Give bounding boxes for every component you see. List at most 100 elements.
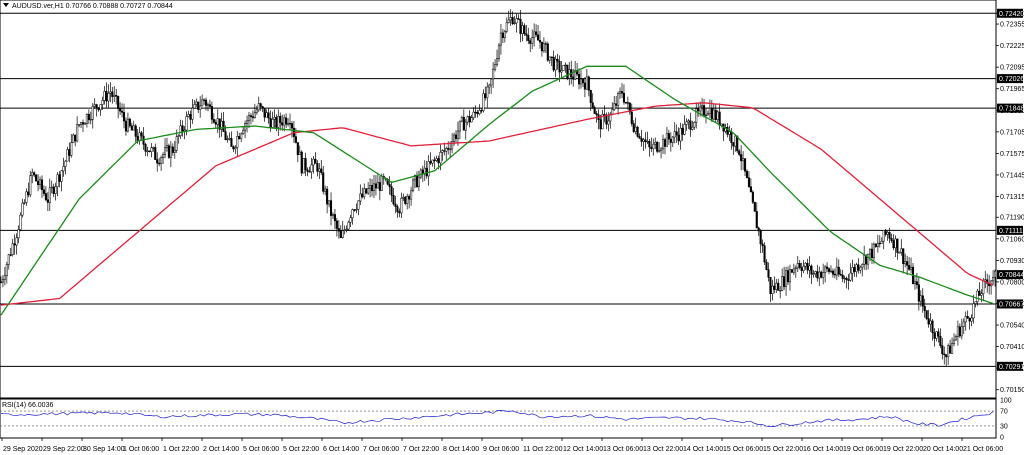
candle-body bbox=[923, 306, 926, 311]
candle-body bbox=[759, 230, 762, 245]
candle-body bbox=[464, 121, 467, 131]
time-tick-label: 6 Oct 14:00 bbox=[323, 446, 359, 453]
candle-body bbox=[884, 230, 887, 235]
candle-body bbox=[107, 93, 110, 102]
candle-body bbox=[445, 148, 448, 152]
candle-body bbox=[470, 117, 473, 123]
price-tick-label: 0.71575 bbox=[1000, 151, 1024, 158]
candle-body bbox=[851, 267, 854, 274]
candle-body bbox=[253, 112, 256, 118]
candle-body bbox=[906, 261, 909, 266]
candle-body bbox=[591, 102, 594, 108]
candle-body bbox=[308, 171, 311, 173]
candle-body bbox=[339, 230, 342, 238]
candle-body bbox=[193, 104, 196, 109]
candle-body bbox=[785, 270, 788, 287]
candle-body bbox=[128, 118, 131, 127]
candle-body bbox=[882, 230, 885, 242]
candle-body bbox=[740, 154, 743, 162]
candle-body bbox=[417, 176, 420, 188]
candle-body bbox=[796, 263, 799, 269]
candle-body bbox=[9, 254, 12, 256]
candle-body bbox=[449, 148, 452, 151]
dropdown-triangle-icon[interactable] bbox=[3, 3, 9, 7]
candle-body bbox=[675, 131, 678, 136]
candle-body bbox=[648, 140, 651, 148]
candle-body bbox=[115, 94, 118, 97]
time-tick-label: 30 Sep 14:00 bbox=[83, 446, 125, 453]
candle-body bbox=[240, 133, 243, 140]
candle-body bbox=[892, 240, 895, 249]
candle-body bbox=[439, 152, 442, 164]
time-tick-label: 1 Oct 06:00 bbox=[123, 446, 159, 453]
price-tick-label: 0.70800 bbox=[1000, 279, 1024, 286]
candle-body bbox=[572, 76, 575, 80]
candle-body bbox=[162, 154, 165, 159]
candle-body bbox=[310, 164, 313, 173]
candle-body bbox=[179, 125, 182, 136]
candle-body bbox=[361, 193, 364, 198]
candle-body bbox=[402, 196, 405, 199]
candle-body bbox=[226, 138, 229, 141]
candle-body bbox=[201, 99, 204, 107]
time-tick-label: 19 Oct 22:00 bbox=[883, 446, 923, 453]
time-tick-label: 9 Oct 06:00 bbox=[483, 446, 519, 453]
candle-body bbox=[95, 104, 98, 109]
candle-body bbox=[929, 320, 932, 325]
price-tick-label: 0.70540 bbox=[1000, 323, 1024, 330]
candle-body bbox=[230, 138, 233, 147]
candle-body bbox=[109, 91, 112, 94]
candle-body bbox=[538, 40, 542, 43]
candle-body bbox=[58, 174, 61, 182]
candle-body bbox=[138, 132, 141, 142]
candle-body bbox=[808, 265, 811, 271]
candle-body bbox=[494, 64, 497, 70]
candle-body bbox=[130, 125, 133, 131]
candle-body bbox=[620, 91, 624, 94]
candle-body bbox=[548, 56, 551, 61]
candle-body bbox=[251, 116, 254, 118]
candle-body bbox=[650, 146, 653, 149]
candle-body bbox=[767, 269, 770, 278]
candle-body bbox=[326, 188, 329, 205]
candle-body bbox=[144, 144, 147, 152]
candle-body bbox=[581, 78, 585, 84]
candle-body bbox=[212, 119, 215, 123]
candle-body bbox=[786, 270, 790, 283]
candle-body bbox=[228, 138, 231, 140]
level-price-badge bbox=[997, 8, 1023, 18]
candle-body bbox=[187, 114, 190, 117]
candle-body bbox=[167, 145, 170, 158]
candle-body bbox=[290, 123, 294, 129]
candle-body bbox=[894, 238, 897, 249]
time-tick-label: 12 Oct 14:00 bbox=[563, 446, 603, 453]
candle-body bbox=[68, 149, 71, 156]
candle-body bbox=[956, 326, 959, 337]
time-tick-label: 21 Oct 06:00 bbox=[963, 446, 1003, 453]
candle-body bbox=[363, 188, 366, 198]
candle-body bbox=[716, 111, 719, 120]
candle-body bbox=[615, 103, 618, 106]
candle-body bbox=[886, 232, 889, 235]
candle-body bbox=[259, 103, 262, 107]
candle-body bbox=[394, 203, 397, 207]
candle-body bbox=[890, 238, 893, 241]
candle-body bbox=[398, 211, 401, 214]
candle-body bbox=[660, 148, 663, 152]
candle-body bbox=[712, 109, 715, 120]
candle-body bbox=[66, 149, 69, 162]
candle-body bbox=[472, 111, 475, 118]
candle-body bbox=[410, 190, 413, 200]
candle-body bbox=[827, 268, 831, 272]
candle-body bbox=[525, 33, 528, 36]
candle-body bbox=[367, 188, 370, 194]
candle-body bbox=[783, 276, 786, 287]
candle-body bbox=[283, 117, 286, 126]
candle-body bbox=[197, 101, 200, 110]
rsi-indicator bbox=[0, 410, 996, 427]
candle-body bbox=[355, 208, 358, 211]
candle-body bbox=[210, 106, 213, 120]
candle-body bbox=[671, 136, 674, 143]
level-labels: 0.72420 0.72026 0.71848 0.71111 0.70667 0.702… bbox=[997, 8, 1024, 371]
candle-body bbox=[777, 282, 780, 291]
